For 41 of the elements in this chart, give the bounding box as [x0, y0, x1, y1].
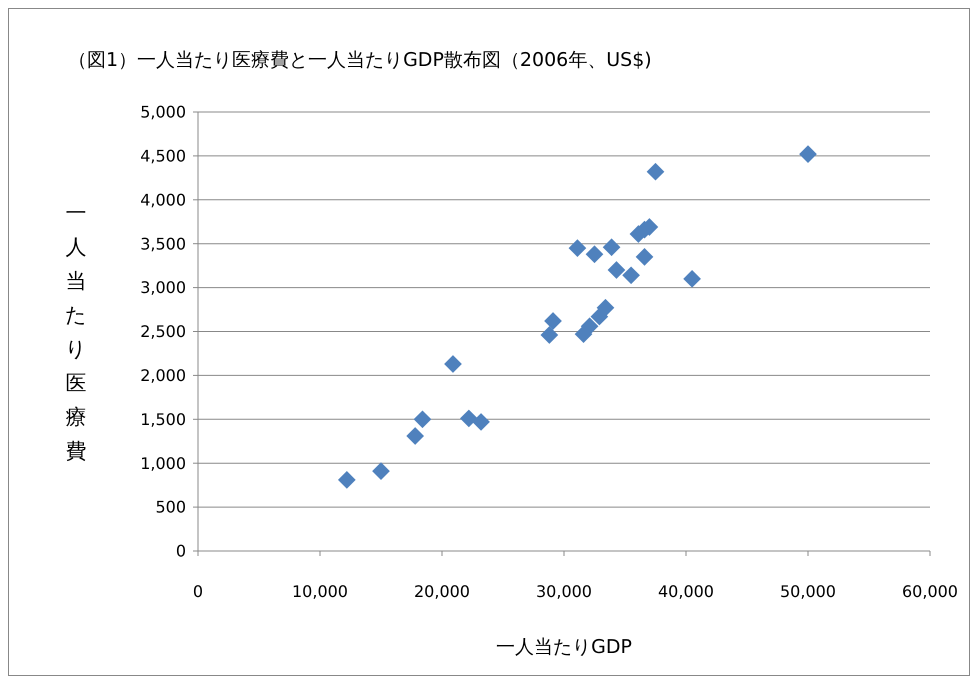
point	[472, 413, 490, 431]
chart-title: （図1）一人当たり医療費と一人当たりGDP散布図（2006年、US$)	[68, 49, 652, 71]
point	[406, 427, 424, 445]
y-tick-label: 1,000	[140, 454, 186, 473]
x-tick-label: 0	[192, 582, 204, 601]
y-tick-label: 2,500	[140, 322, 186, 342]
x-tick-label: 60,000	[902, 582, 958, 601]
y-tick-label: 500	[155, 498, 186, 517]
x-tick-label: 10,000	[292, 582, 348, 601]
point	[683, 270, 701, 288]
point	[568, 239, 586, 257]
point	[608, 261, 626, 279]
x-tick-label: 40,000	[658, 582, 714, 601]
point	[646, 162, 664, 181]
point	[414, 410, 432, 428]
point	[622, 266, 640, 284]
y-tick-label: 3,500	[140, 234, 186, 254]
y-tick-label: 5,000	[140, 102, 186, 122]
x-tick-label: 50,000	[780, 582, 836, 601]
point	[372, 462, 390, 480]
y-tick-label: 4,500	[140, 146, 186, 166]
point	[444, 355, 462, 373]
point	[602, 238, 620, 256]
y-tick-label: 2,000	[140, 366, 186, 385]
point	[338, 471, 356, 489]
point	[596, 298, 614, 317]
point	[544, 312, 562, 330]
x-tick-label: 20,000	[414, 582, 470, 601]
y-axis-title: 一人当たり医療費	[65, 201, 87, 463]
y-tick-label: 3,000	[140, 278, 186, 298]
x-axis-title: 一人当たりGDP	[496, 636, 632, 658]
y-tick-label: 4,000	[140, 190, 186, 210]
x-tick-label: 30,000	[536, 582, 592, 601]
point	[460, 410, 478, 428]
point	[636, 248, 654, 266]
point	[586, 245, 604, 264]
point	[799, 145, 817, 163]
y-tick-label: 0	[176, 542, 186, 561]
point	[540, 326, 558, 344]
point	[580, 317, 598, 336]
y-tick-label: 1,500	[140, 410, 186, 429]
